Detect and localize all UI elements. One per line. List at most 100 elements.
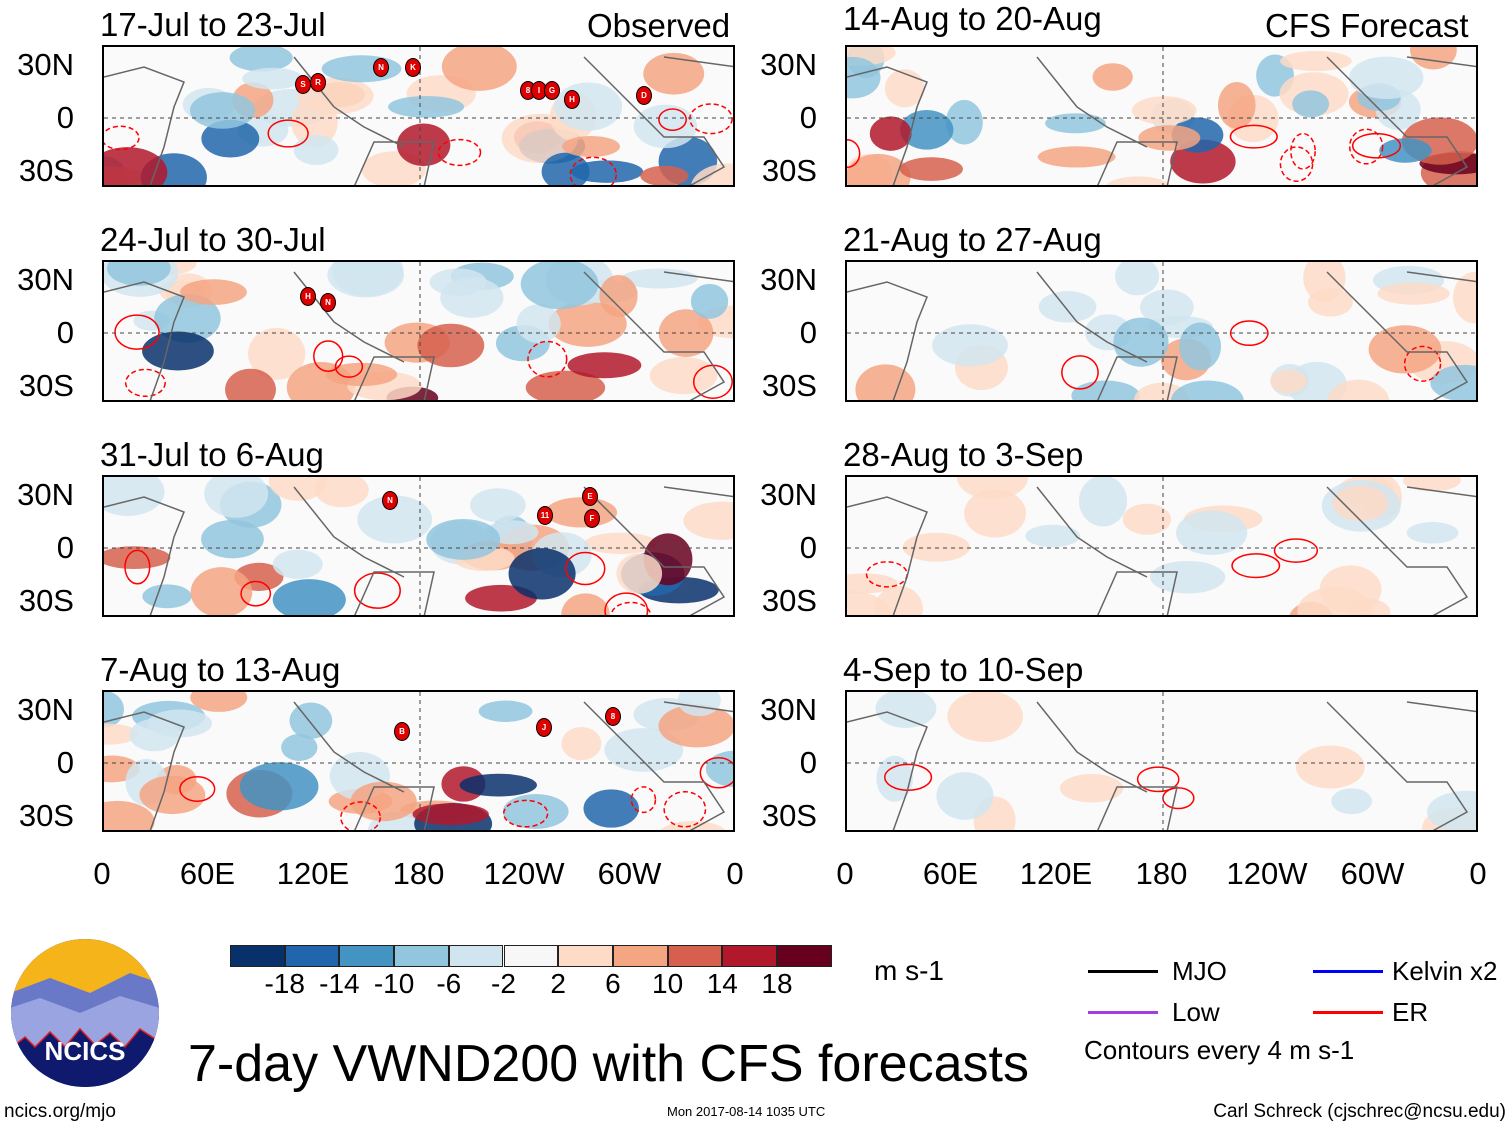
footer-author: Carl Schreck (cjschrec@ncsu.edu) (1213, 1101, 1506, 1122)
wind-anomaly-shading (616, 553, 663, 594)
wind-anomaly-shading (201, 119, 260, 158)
wind-anomaly-shading (683, 501, 733, 540)
wind-anomaly-shading (599, 274, 638, 318)
er-contour (658, 108, 687, 131)
wind-anomaly-shading (396, 123, 451, 167)
wind-anomaly-shading (204, 477, 269, 518)
er-contour (313, 340, 344, 372)
wind-anomaly-shading (1379, 138, 1432, 163)
tropical-cyclone-marker: J (536, 718, 552, 737)
wind-anomaly-shading (180, 279, 247, 305)
wind-anomaly-shading (1131, 96, 1197, 125)
forecast-header: CFS Forecast (1265, 7, 1469, 44)
colorbar-swatch (667, 945, 723, 967)
wind-anomaly-shading (677, 692, 721, 717)
wind-anomaly-shading (1332, 485, 1388, 522)
colorbar-swatch (230, 945, 285, 967)
observed-map-panel (102, 690, 735, 832)
er-contour (604, 592, 649, 615)
er-contour (1348, 128, 1384, 165)
wind-anomaly-shading (1025, 524, 1081, 548)
wind-anomaly-shading (1037, 146, 1116, 168)
coastlines (847, 486, 1476, 615)
er-contour (104, 125, 140, 151)
wind-anomaly-shading (350, 781, 417, 822)
wind-anomaly-shading (1071, 380, 1140, 400)
wind-anomaly-shading (104, 546, 171, 569)
lat-label: 30S (761, 583, 817, 618)
observed-map-panel (102, 260, 735, 402)
wind-anomaly-shading (649, 357, 718, 395)
wind-anomaly-shading (1327, 379, 1390, 400)
wind-anomaly-shading (936, 772, 994, 820)
colorbar-swatch (394, 945, 449, 967)
forecast-map-panel (845, 260, 1478, 402)
wind-anomaly-shading (705, 750, 733, 787)
lat-label: 30S (761, 368, 817, 403)
colorbar-swatch (612, 945, 668, 967)
wind-anomaly-shading (189, 92, 256, 129)
wind-anomaly-shading (658, 309, 714, 357)
wind-anomaly-shading (508, 548, 576, 600)
wind-anomaly-shading (315, 477, 369, 508)
wind-anomaly-shading (293, 134, 339, 165)
wind-anomaly-shading (1113, 317, 1169, 367)
lon-label: 120W (483, 856, 565, 891)
wind-anomaly-shading (899, 157, 963, 181)
wind-anomaly-shading (1403, 477, 1461, 492)
storm-label: 8 (525, 86, 531, 95)
colorbar-swatch (777, 945, 832, 967)
lat-label: 30N (760, 477, 817, 512)
wind-anomaly-shading (1115, 262, 1160, 296)
observed-map-panel (102, 475, 735, 617)
colorbar-label: 18 (761, 968, 793, 999)
lon-label: 0 (1469, 856, 1487, 891)
storm-label: K (410, 63, 416, 72)
wind-anomaly-shading (190, 567, 253, 615)
wind-anomaly-shading (554, 82, 623, 131)
colorbar-swatch (339, 945, 395, 967)
coastlines (847, 701, 1476, 830)
lon-label: 0 (836, 856, 854, 891)
wind-anomaly-shading (1331, 788, 1373, 815)
wind-anomaly-shading (1292, 90, 1330, 118)
er-contour (502, 799, 549, 828)
wind-anomaly-shading (1170, 380, 1244, 400)
forecast-map-panel (845, 45, 1478, 187)
storm-label: N (325, 298, 331, 307)
wind-anomaly-shading (441, 47, 517, 91)
wind-anomaly-shading (357, 495, 433, 544)
lat-label: 30N (17, 262, 74, 297)
wind-anomaly-shading (429, 268, 487, 296)
wind-anomaly-shading (104, 147, 168, 185)
wind-anomaly-shading (239, 762, 319, 811)
lat-label: 30S (18, 798, 74, 833)
tropical-cyclone-marker: H (300, 287, 316, 306)
lat-label: 0 (56, 745, 74, 780)
er-contour (1273, 538, 1319, 563)
storm-label: B (399, 727, 405, 736)
lon-label: 120W (1226, 856, 1308, 891)
panel-title: 31-Jul to 6-Aug (100, 436, 324, 473)
er-contour (340, 801, 382, 830)
er-contour (1136, 766, 1180, 793)
panel-title: 7-Aug to 13-Aug (100, 651, 341, 688)
er-contour (240, 580, 272, 607)
wind-anomaly-shading (875, 692, 937, 728)
contours-note: Contours every 4 m s-1 (1084, 1035, 1355, 1065)
wind-anomaly-shading (1286, 361, 1347, 400)
legend-line-low (1088, 1011, 1158, 1014)
lat-label: 30N (17, 692, 74, 727)
tropical-cyclone-marker: R (310, 73, 326, 92)
wind-anomaly-shading (658, 704, 733, 748)
er-contour (699, 756, 733, 789)
legend-line-kelvin (1313, 970, 1383, 973)
lat-label: 0 (799, 100, 817, 135)
footer-url[interactable]: ncics.org/mjo (4, 1101, 116, 1122)
colorbar-label: 6 (605, 968, 621, 999)
coastlines (104, 701, 733, 830)
coastlines (104, 56, 733, 185)
footer-timestamp: Mon 2017-08-14 1035 UTC (667, 1104, 826, 1119)
wind-anomaly-shading (690, 283, 729, 319)
observed-header: Observed (587, 7, 731, 44)
